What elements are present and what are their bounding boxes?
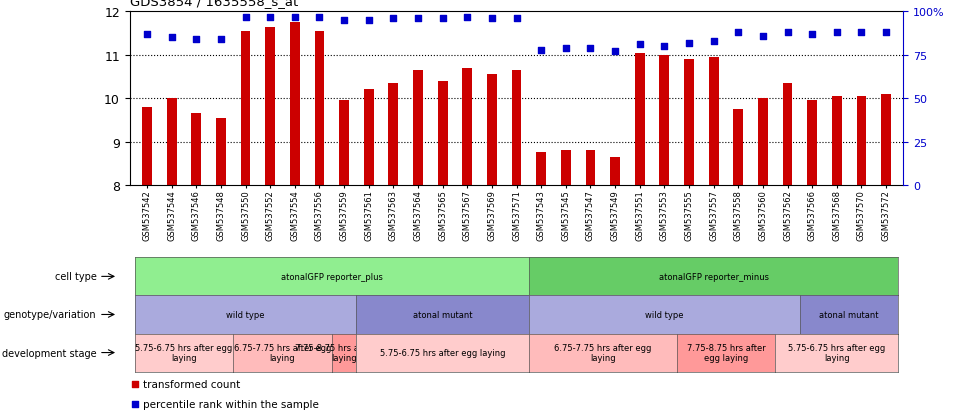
Point xyxy=(287,14,303,21)
Point xyxy=(336,18,352,24)
Point xyxy=(755,33,771,40)
Bar xyxy=(240,32,251,185)
Point xyxy=(509,16,525,23)
Point xyxy=(484,16,500,23)
Bar xyxy=(388,84,398,185)
Point xyxy=(632,42,648,49)
Point xyxy=(558,45,574,52)
Bar xyxy=(733,110,743,185)
Bar xyxy=(536,153,546,185)
Bar xyxy=(142,107,152,185)
Point xyxy=(829,30,845,36)
Bar xyxy=(782,84,793,185)
Bar xyxy=(166,99,177,185)
Bar xyxy=(758,99,768,185)
Point xyxy=(139,31,155,38)
Bar xyxy=(708,58,719,185)
Text: development stage: development stage xyxy=(2,348,96,358)
Bar xyxy=(561,151,571,185)
Bar xyxy=(856,97,867,185)
Bar xyxy=(807,101,817,185)
Bar xyxy=(413,71,423,185)
Point xyxy=(656,44,672,50)
Point xyxy=(385,16,401,23)
Point xyxy=(435,16,451,23)
Point xyxy=(582,45,598,52)
Point xyxy=(311,14,327,21)
Text: 7.75-8.75 hrs after egg
laying: 7.75-8.75 hrs after egg laying xyxy=(295,343,393,362)
Text: cell type: cell type xyxy=(55,272,96,282)
Bar xyxy=(339,101,349,185)
Point xyxy=(681,40,697,47)
Text: wild type: wild type xyxy=(645,310,683,319)
Bar xyxy=(659,56,669,185)
Text: 5.75-6.75 hrs after egg
laying: 5.75-6.75 hrs after egg laying xyxy=(788,343,885,362)
Point xyxy=(780,30,796,36)
Text: percentile rank within the sample: percentile rank within the sample xyxy=(143,399,319,409)
Text: 6.75-7.75 hrs after egg
laying: 6.75-7.75 hrs after egg laying xyxy=(234,343,332,362)
Point xyxy=(459,14,475,21)
Bar xyxy=(635,54,645,185)
Point xyxy=(706,38,722,45)
Point xyxy=(361,18,377,24)
Text: atonal mutant: atonal mutant xyxy=(413,310,473,319)
Point xyxy=(164,35,180,42)
Bar xyxy=(684,60,694,185)
Bar xyxy=(610,157,620,185)
Text: 7.75-8.75 hrs after
egg laying: 7.75-8.75 hrs after egg laying xyxy=(686,343,765,362)
Point xyxy=(607,49,623,55)
Text: 5.75-6.75 hrs after egg laying: 5.75-6.75 hrs after egg laying xyxy=(380,348,505,357)
Bar xyxy=(265,28,275,185)
Text: genotype/variation: genotype/variation xyxy=(4,310,96,320)
Bar xyxy=(191,114,201,185)
Bar xyxy=(437,82,448,185)
Bar xyxy=(585,151,596,185)
Text: atonal mutant: atonal mutant xyxy=(820,310,879,319)
Bar xyxy=(216,119,226,185)
Text: 6.75-7.75 hrs after egg
laying: 6.75-7.75 hrs after egg laying xyxy=(554,343,652,362)
Bar xyxy=(314,32,325,185)
Point xyxy=(804,31,820,38)
Point xyxy=(853,30,869,36)
Text: atonalGFP reporter_plus: atonalGFP reporter_plus xyxy=(281,272,382,281)
Point xyxy=(127,401,142,407)
Text: 5.75-6.75 hrs after egg
laying: 5.75-6.75 hrs after egg laying xyxy=(136,343,233,362)
Bar xyxy=(832,97,842,185)
Point xyxy=(878,30,894,36)
Point xyxy=(262,14,278,21)
Text: GDS3854 / 1635558_s_at: GDS3854 / 1635558_s_at xyxy=(130,0,298,8)
Bar xyxy=(462,69,472,185)
Point xyxy=(188,37,204,43)
Point xyxy=(410,16,426,23)
Text: transformed count: transformed count xyxy=(143,379,240,389)
Bar xyxy=(290,23,300,185)
Bar xyxy=(881,95,891,185)
Point xyxy=(127,381,142,387)
Bar xyxy=(364,90,374,185)
Text: wild type: wild type xyxy=(226,310,265,319)
Point xyxy=(237,14,253,21)
Bar xyxy=(487,75,497,185)
Point xyxy=(730,30,746,36)
Point xyxy=(533,47,549,54)
Bar xyxy=(511,71,522,185)
Text: atonalGFP reporter_minus: atonalGFP reporter_minus xyxy=(658,272,769,281)
Point xyxy=(213,37,229,43)
